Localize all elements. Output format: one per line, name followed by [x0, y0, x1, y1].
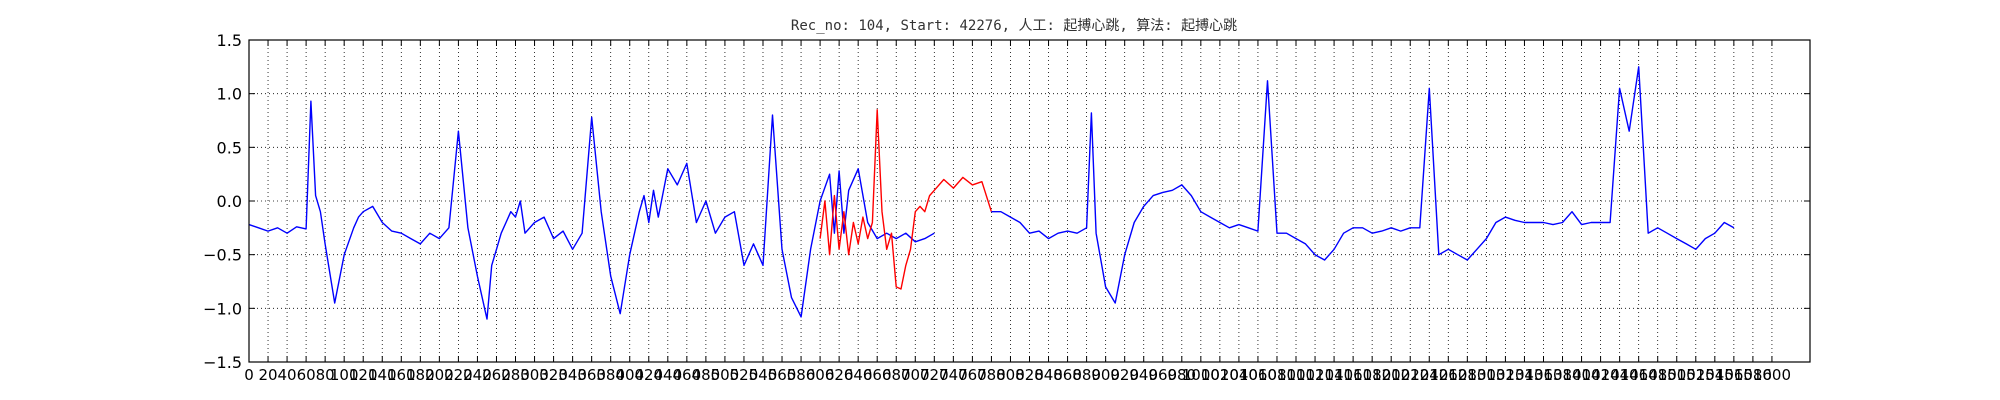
x-tick-label: 160	[387, 366, 416, 384]
x-tick-label: 1400	[1562, 366, 1600, 384]
x-tick-label: 680	[882, 366, 911, 384]
series-line-2	[991, 66, 1735, 304]
x-tick-label: 440	[653, 366, 682, 384]
x-tick-label: 40	[278, 366, 297, 384]
x-tick-label: 760	[958, 366, 987, 384]
x-tick-label: 1460	[1620, 366, 1658, 384]
x-tick-label: 920	[1110, 366, 1139, 384]
x-tick-label: 800	[996, 366, 1025, 384]
x-tick-label: 1300	[1467, 366, 1505, 384]
x-tick-label: 1320	[1486, 366, 1524, 384]
x-tick-label: 240	[463, 366, 492, 384]
x-tick-label: 420	[634, 366, 663, 384]
x-tick-label: 280	[501, 366, 530, 384]
x-tick-label: 360	[577, 366, 606, 384]
y-tick-label: −0.5	[203, 246, 242, 265]
x-tick-label: 1220	[1391, 366, 1429, 384]
x-tick-label: 940	[1129, 366, 1158, 384]
series-line-1	[819, 109, 993, 290]
x-tick-label: 1580	[1734, 366, 1772, 384]
x-tick-label: 740	[939, 366, 968, 384]
x-tick-label: 560	[768, 366, 797, 384]
x-tick-label: 860	[1053, 366, 1082, 384]
x-tick-label: 1120	[1296, 366, 1334, 384]
x-tick-label: 200	[425, 366, 454, 384]
x-tick-label: 1280	[1448, 366, 1486, 384]
x-tick-label: 1540	[1696, 366, 1734, 384]
x-tick-label: 1360	[1524, 366, 1562, 384]
x-tick-label: 1520	[1677, 366, 1715, 384]
x-tick-label: 500	[711, 366, 740, 384]
x-tick-label: 1100	[1277, 366, 1315, 384]
y-axis: 1.5 1.0 0.5 0.0 −0.5 −1.0 −1.5	[203, 31, 1810, 372]
x-tick-label: 1420	[1582, 366, 1620, 384]
x-tick-label: 340	[558, 366, 587, 384]
x-tick-label: 1340	[1505, 366, 1543, 384]
x-tick-label: 1380	[1543, 366, 1581, 384]
y-tick-label: 0.5	[217, 138, 242, 157]
y-tick-label: −1.0	[203, 299, 242, 318]
x-tick-label: 1060	[1239, 366, 1277, 384]
x-tick-label: 540	[749, 366, 778, 384]
x-tick-label: 20	[258, 366, 277, 384]
series-line-0	[248, 100, 935, 320]
y-tick-label: 1.0	[217, 85, 242, 104]
x-tick-label: 660	[863, 366, 892, 384]
x-tick-label: 780	[977, 366, 1006, 384]
x-tick-label: 620	[825, 366, 854, 384]
x-tick-label: 960	[1148, 366, 1177, 384]
x-tick-label: 60	[297, 366, 316, 384]
x-tick-label: 980	[1167, 366, 1196, 384]
x-tick-label: 880	[1072, 366, 1101, 384]
y-tick-label: 0.0	[217, 192, 242, 211]
chart-title: Rec_no: 104, Start: 42276, 人工: 起搏心跳, 算法:…	[791, 17, 1237, 34]
x-tick-label: 820	[1015, 366, 1044, 384]
x-tick-label: 520	[730, 366, 759, 384]
x-tick-label: 260	[482, 366, 511, 384]
x-tick-label: 220	[444, 366, 473, 384]
x-tick-label: 600	[806, 366, 835, 384]
x-tick-label: 1160	[1334, 366, 1372, 384]
x-tick-label: 380	[596, 366, 625, 384]
x-tick-label: 580	[787, 366, 816, 384]
x-tick-label: 140	[368, 366, 397, 384]
x-tick-label: 1140	[1315, 366, 1353, 384]
x-axis: 0 20 40 60 801001201401601802002202402602803…	[244, 40, 1791, 384]
x-tick-label: 460	[673, 366, 702, 384]
x-tick-label: 1240	[1410, 366, 1448, 384]
x-tick-label: 0	[244, 366, 254, 384]
x-tick-label: 1180	[1353, 366, 1391, 384]
grid	[248, 39, 1810, 363]
series-group	[248, 66, 1735, 320]
x-tick-label: 1000	[1182, 366, 1220, 384]
y-tick-label: −1.5	[203, 353, 242, 372]
x-tick-label: 1040	[1220, 366, 1258, 384]
x-tick-label: 1500	[1658, 366, 1696, 384]
y-tick-label: 1.5	[217, 31, 242, 50]
x-tick-label: 480	[692, 366, 721, 384]
x-tick-label: 1200	[1372, 366, 1410, 384]
x-tick-label: 1440	[1601, 366, 1639, 384]
x-tick-label: 1020	[1201, 366, 1239, 384]
x-tick-label: 1480	[1639, 366, 1677, 384]
x-tick-label: 900	[1091, 366, 1120, 384]
x-tick-label: 320	[539, 366, 568, 384]
x-tick-label: 80	[316, 366, 335, 384]
x-tick-label: 840	[1034, 366, 1063, 384]
x-tick-label: 180	[406, 366, 435, 384]
x-tick-label: 120	[349, 366, 378, 384]
x-tick-label: 1600	[1753, 366, 1791, 384]
x-tick-label: 1560	[1715, 366, 1753, 384]
x-tick-label: 640	[844, 366, 873, 384]
x-tick-label: 700	[901, 366, 930, 384]
x-tick-label: 1260	[1429, 366, 1467, 384]
x-tick-label: 400	[615, 366, 644, 384]
x-tick-label: 1080	[1258, 366, 1296, 384]
x-tick-label: 100	[330, 366, 359, 384]
x-tick-label: 720	[920, 366, 949, 384]
x-tick-label: 300	[520, 366, 549, 384]
